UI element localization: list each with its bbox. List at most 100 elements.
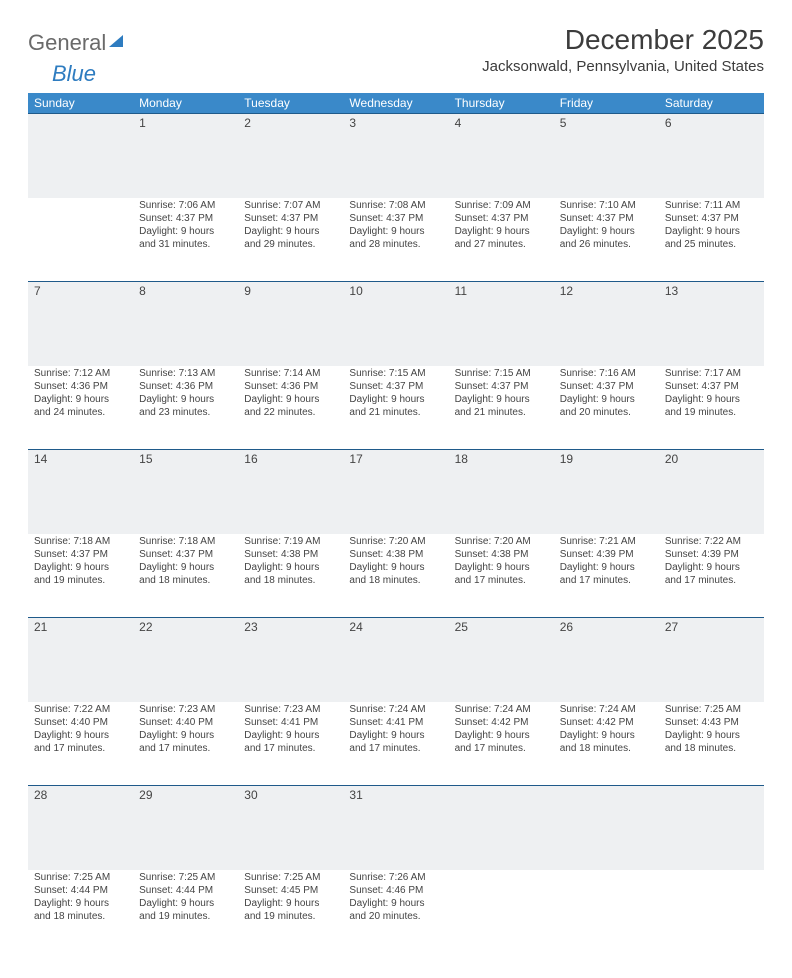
sunrise-text: Sunrise: 7:14 AM	[244, 367, 337, 380]
sunrise-text: Sunrise: 7:25 AM	[244, 871, 337, 884]
day-cell-num: 15	[133, 450, 238, 534]
sunset-text: Sunset: 4:44 PM	[34, 884, 127, 897]
daynum-row: 14151617181920	[28, 450, 764, 534]
day-cell-num: 11	[449, 282, 554, 366]
day-cell-num: 24	[343, 618, 448, 702]
sunset-text: Sunset: 4:42 PM	[455, 716, 548, 729]
sunrise-text: Sunrise: 7:23 AM	[139, 703, 232, 716]
day-cell-num	[449, 786, 554, 870]
sunrise-text: Sunrise: 7:06 AM	[139, 199, 232, 212]
sunset-text: Sunset: 4:37 PM	[560, 212, 653, 225]
day-cell-num: 26	[554, 618, 659, 702]
day-cell-detail: Sunrise: 7:15 AMSunset: 4:37 PMDaylight:…	[343, 366, 448, 450]
daylight-text: Daylight: 9 hours and 25 minutes.	[665, 225, 758, 251]
sunrise-text: Sunrise: 7:19 AM	[244, 535, 337, 548]
day-cell-num: 1	[133, 114, 238, 198]
day-number: 13	[659, 282, 764, 300]
day-number: 8	[133, 282, 238, 300]
day-number	[659, 786, 764, 803]
day-cell-detail: Sunrise: 7:18 AMSunset: 4:37 PMDaylight:…	[28, 534, 133, 618]
daylight-text: Daylight: 9 hours and 21 minutes.	[455, 393, 548, 419]
month-title: December 2025	[482, 24, 764, 56]
sunrise-text: Sunrise: 7:09 AM	[455, 199, 548, 212]
daylight-text: Daylight: 9 hours and 20 minutes.	[349, 897, 442, 923]
day-number	[28, 114, 133, 131]
sunset-text: Sunset: 4:37 PM	[244, 212, 337, 225]
day-cell-num: 3	[343, 114, 448, 198]
sunrise-text: Sunrise: 7:18 AM	[34, 535, 127, 548]
title-block: December 2025 Jacksonwald, Pennsylvania,…	[482, 24, 764, 75]
day-cell-num: 14	[28, 450, 133, 534]
day-number: 30	[238, 786, 343, 804]
day-cell-num: 18	[449, 450, 554, 534]
daylight-text: Daylight: 9 hours and 18 minutes.	[665, 729, 758, 755]
day-cell-num: 20	[659, 450, 764, 534]
sunrise-text: Sunrise: 7:13 AM	[139, 367, 232, 380]
sunrise-text: Sunrise: 7:12 AM	[34, 367, 127, 380]
daylight-text: Daylight: 9 hours and 20 minutes.	[560, 393, 653, 419]
sunrise-text: Sunrise: 7:21 AM	[560, 535, 653, 548]
day-cell-num	[659, 786, 764, 870]
sunrise-text: Sunrise: 7:22 AM	[34, 703, 127, 716]
sunrise-text: Sunrise: 7:17 AM	[665, 367, 758, 380]
day-cell-detail: Sunrise: 7:07 AMSunset: 4:37 PMDaylight:…	[238, 198, 343, 282]
day-cell-num: 28	[28, 786, 133, 870]
sunrise-text: Sunrise: 7:11 AM	[665, 199, 758, 212]
day-cell-detail: Sunrise: 7:22 AMSunset: 4:39 PMDaylight:…	[659, 534, 764, 618]
day-cell-detail: Sunrise: 7:24 AMSunset: 4:41 PMDaylight:…	[343, 702, 448, 786]
day-cell-num: 30	[238, 786, 343, 870]
daylight-text: Daylight: 9 hours and 22 minutes.	[244, 393, 337, 419]
sunrise-text: Sunrise: 7:18 AM	[139, 535, 232, 548]
sunset-text: Sunset: 4:38 PM	[244, 548, 337, 561]
day-cell-detail: Sunrise: 7:23 AMSunset: 4:41 PMDaylight:…	[238, 702, 343, 786]
day-cell-num: 29	[133, 786, 238, 870]
day-number: 29	[133, 786, 238, 804]
day-cell-detail: Sunrise: 7:14 AMSunset: 4:36 PMDaylight:…	[238, 366, 343, 450]
calendar-table: Sunday Monday Tuesday Wednesday Thursday…	[28, 93, 764, 954]
daynum-row: 123456	[28, 114, 764, 198]
day-cell-num: 22	[133, 618, 238, 702]
sunrise-text: Sunrise: 7:25 AM	[665, 703, 758, 716]
logo-text-general: General	[28, 30, 106, 56]
daylight-text: Daylight: 9 hours and 18 minutes.	[34, 897, 127, 923]
daylight-text: Daylight: 9 hours and 17 minutes.	[455, 561, 548, 587]
sunrise-text: Sunrise: 7:15 AM	[349, 367, 442, 380]
sunset-text: Sunset: 4:43 PM	[665, 716, 758, 729]
day-cell-detail: Sunrise: 7:22 AMSunset: 4:40 PMDaylight:…	[28, 702, 133, 786]
day-cell-detail: Sunrise: 7:12 AMSunset: 4:36 PMDaylight:…	[28, 366, 133, 450]
sunset-text: Sunset: 4:44 PM	[139, 884, 232, 897]
day-cell-detail	[554, 870, 659, 954]
sunset-text: Sunset: 4:38 PM	[349, 548, 442, 561]
sunset-text: Sunset: 4:41 PM	[349, 716, 442, 729]
day-number: 3	[343, 114, 448, 132]
sunset-text: Sunset: 4:36 PM	[34, 380, 127, 393]
detail-row: Sunrise: 7:22 AMSunset: 4:40 PMDaylight:…	[28, 702, 764, 786]
day-cell-num: 27	[659, 618, 764, 702]
sunset-text: Sunset: 4:41 PM	[244, 716, 337, 729]
day-cell-detail: Sunrise: 7:15 AMSunset: 4:37 PMDaylight:…	[449, 366, 554, 450]
page: General December 2025 Jacksonwald, Penns…	[0, 0, 792, 978]
daylight-text: Daylight: 9 hours and 21 minutes.	[349, 393, 442, 419]
sunset-text: Sunset: 4:36 PM	[139, 380, 232, 393]
sunset-text: Sunset: 4:36 PM	[244, 380, 337, 393]
sunrise-text: Sunrise: 7:22 AM	[665, 535, 758, 548]
day-cell-detail: Sunrise: 7:10 AMSunset: 4:37 PMDaylight:…	[554, 198, 659, 282]
detail-row: Sunrise: 7:12 AMSunset: 4:36 PMDaylight:…	[28, 366, 764, 450]
calendar-body: 123456Sunrise: 7:06 AMSunset: 4:37 PMDay…	[28, 114, 764, 954]
day-number: 12	[554, 282, 659, 300]
day-cell-detail: Sunrise: 7:26 AMSunset: 4:46 PMDaylight:…	[343, 870, 448, 954]
dayname-fri: Friday	[554, 93, 659, 114]
dayname-thu: Thursday	[449, 93, 554, 114]
sunrise-text: Sunrise: 7:25 AM	[139, 871, 232, 884]
daylight-text: Daylight: 9 hours and 29 minutes.	[244, 225, 337, 251]
day-cell-num: 31	[343, 786, 448, 870]
sunset-text: Sunset: 4:37 PM	[349, 380, 442, 393]
day-cell-detail: Sunrise: 7:21 AMSunset: 4:39 PMDaylight:…	[554, 534, 659, 618]
day-cell-num: 12	[554, 282, 659, 366]
day-cell-detail: Sunrise: 7:18 AMSunset: 4:37 PMDaylight:…	[133, 534, 238, 618]
dayname-tue: Tuesday	[238, 93, 343, 114]
day-number: 11	[449, 282, 554, 300]
day-number: 9	[238, 282, 343, 300]
daylight-text: Daylight: 9 hours and 18 minutes.	[349, 561, 442, 587]
daylight-text: Daylight: 9 hours and 18 minutes.	[139, 561, 232, 587]
